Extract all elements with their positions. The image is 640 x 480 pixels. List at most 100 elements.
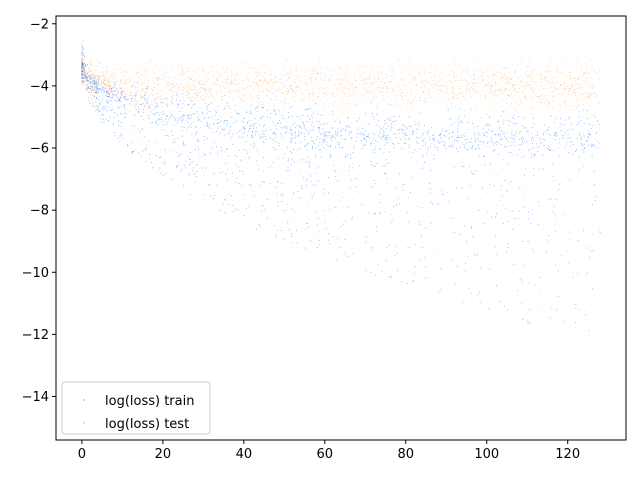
- data-point: [256, 83, 258, 85]
- data-point: [180, 83, 182, 85]
- data-point: [432, 87, 434, 89]
- data-point: [194, 69, 196, 71]
- data-point: [281, 75, 283, 77]
- data-point: [518, 87, 520, 90]
- data-point: [145, 86, 147, 88]
- data-point: [524, 82, 526, 84]
- data-point: [470, 96, 472, 98]
- data-point: [231, 81, 233, 83]
- data-point: [85, 74, 87, 76]
- data-point: [150, 93, 152, 95]
- data-point: [580, 71, 582, 73]
- data-point: [594, 96, 596, 98]
- data-point: [251, 99, 253, 101]
- data-point: [252, 190, 254, 192]
- data-point: [240, 90, 242, 92]
- data-point: [453, 96, 455, 98]
- data-point: [232, 73, 234, 75]
- data-point: [189, 89, 191, 91]
- data-point: [187, 92, 189, 94]
- data-point: [81, 69, 83, 71]
- data-point: [238, 83, 240, 85]
- data-point: [106, 69, 109, 71]
- data-point: [549, 100, 551, 102]
- data-point: [81, 60, 83, 62]
- data-point: [219, 149, 221, 152]
- data-point: [107, 106, 109, 108]
- data-point: [304, 98, 306, 100]
- data-point: [505, 87, 507, 89]
- data-point: [87, 76, 89, 78]
- data-point: [194, 103, 196, 105]
- data-point: [480, 90, 482, 92]
- data-point: [494, 82, 496, 84]
- data-point: [392, 74, 395, 76]
- data-point: [162, 73, 164, 75]
- data-point: [469, 110, 471, 112]
- data-point: [194, 99, 196, 101]
- data-point: [179, 103, 181, 105]
- data-point: [248, 209, 250, 211]
- data-point: [355, 112, 357, 114]
- data-point: [280, 82, 282, 84]
- data-point: [512, 89, 515, 92]
- data-point: [205, 95, 207, 97]
- data-point: [574, 91, 576, 93]
- data-point: [568, 88, 570, 90]
- data-point: [114, 87, 116, 89]
- data-point: [449, 93, 451, 95]
- data-point: [472, 89, 474, 92]
- data-point: [566, 62, 568, 64]
- data-point: [135, 87, 137, 89]
- data-point: [504, 113, 506, 115]
- data-point: [562, 320, 565, 322]
- data-point: [581, 76, 583, 78]
- data-point: [159, 95, 162, 98]
- data-point: [296, 86, 298, 88]
- data-point: [563, 89, 565, 92]
- data-point: [152, 93, 154, 96]
- data-point: [532, 80, 534, 82]
- data-point: [511, 75, 513, 77]
- data-point: [198, 68, 200, 70]
- data-point: [315, 78, 317, 80]
- data-point: [341, 79, 343, 81]
- data-point: [100, 82, 102, 84]
- data-point: [466, 84, 468, 86]
- data-point: [170, 83, 172, 85]
- data-point: [83, 54, 85, 56]
- data-point: [111, 90, 113, 92]
- data-point: [207, 79, 209, 81]
- data-point: [417, 65, 419, 67]
- data-point: [339, 67, 341, 69]
- data-point: [365, 83, 367, 85]
- data-point: [284, 108, 286, 110]
- data-point: [220, 115, 222, 117]
- data-point: [369, 98, 371, 101]
- data-point: [540, 101, 542, 103]
- data-point: [131, 125, 133, 127]
- data-point: [335, 87, 337, 89]
- data-point: [176, 88, 178, 90]
- data-point: [437, 100, 439, 102]
- data-point: [591, 82, 593, 84]
- data-point: [503, 89, 505, 91]
- data-point: [156, 91, 158, 94]
- data-point: [323, 93, 325, 95]
- data-point: [201, 80, 203, 82]
- data-point: [318, 88, 320, 90]
- data-point: [531, 99, 533, 102]
- data-point: [565, 76, 567, 78]
- data-point: [479, 82, 481, 84]
- data-point: [298, 78, 300, 80]
- data-point: [486, 136, 488, 138]
- data-point: [311, 121, 313, 123]
- data-point: [352, 100, 354, 102]
- data-point: [350, 86, 352, 88]
- data-point: [391, 75, 393, 77]
- data-point: [394, 102, 396, 104]
- data-point: [171, 79, 173, 81]
- data-point: [333, 83, 335, 85]
- data-point: [288, 71, 290, 74]
- data-point: [527, 85, 529, 87]
